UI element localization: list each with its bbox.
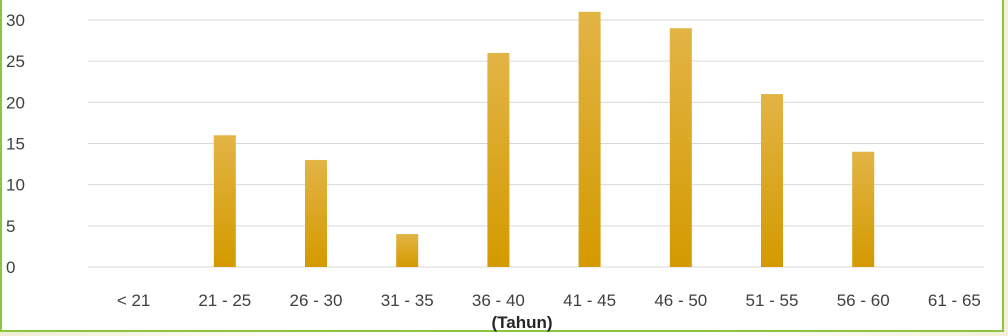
bar (396, 234, 419, 267)
x-tick-label: 26 - 30 (290, 291, 343, 310)
x-tick-label: 46 - 50 (654, 291, 707, 310)
y-tick-label: 20 (6, 93, 25, 112)
y-tick-label: 30 (6, 11, 25, 30)
y-tick-label: 5 (6, 217, 15, 236)
x-tick-label: 36 - 40 (472, 291, 525, 310)
x-tick-label: < 21 (117, 291, 151, 310)
x-tick-label: 41 - 45 (563, 291, 616, 310)
x-tick-label: 31 - 35 (381, 291, 434, 310)
bar (305, 159, 327, 267)
x-tick-label: 61 - 65 (928, 291, 981, 310)
y-tick-label: 0 (6, 258, 15, 277)
bar (578, 11, 601, 268)
y-tick-label: 10 (6, 176, 25, 195)
x-axis-label: (Tahun) (491, 313, 552, 332)
bar (852, 151, 875, 267)
x-tick-label: 56 - 60 (837, 291, 890, 310)
y-tick-label: 25 (6, 52, 25, 71)
bar (213, 135, 236, 267)
bar (761, 94, 783, 267)
bar (669, 28, 692, 267)
bar (487, 52, 510, 267)
x-tick-label: 21 - 25 (198, 291, 251, 310)
y-tick-label: 15 (6, 135, 25, 154)
x-tick-label: 51 - 55 (746, 291, 799, 310)
